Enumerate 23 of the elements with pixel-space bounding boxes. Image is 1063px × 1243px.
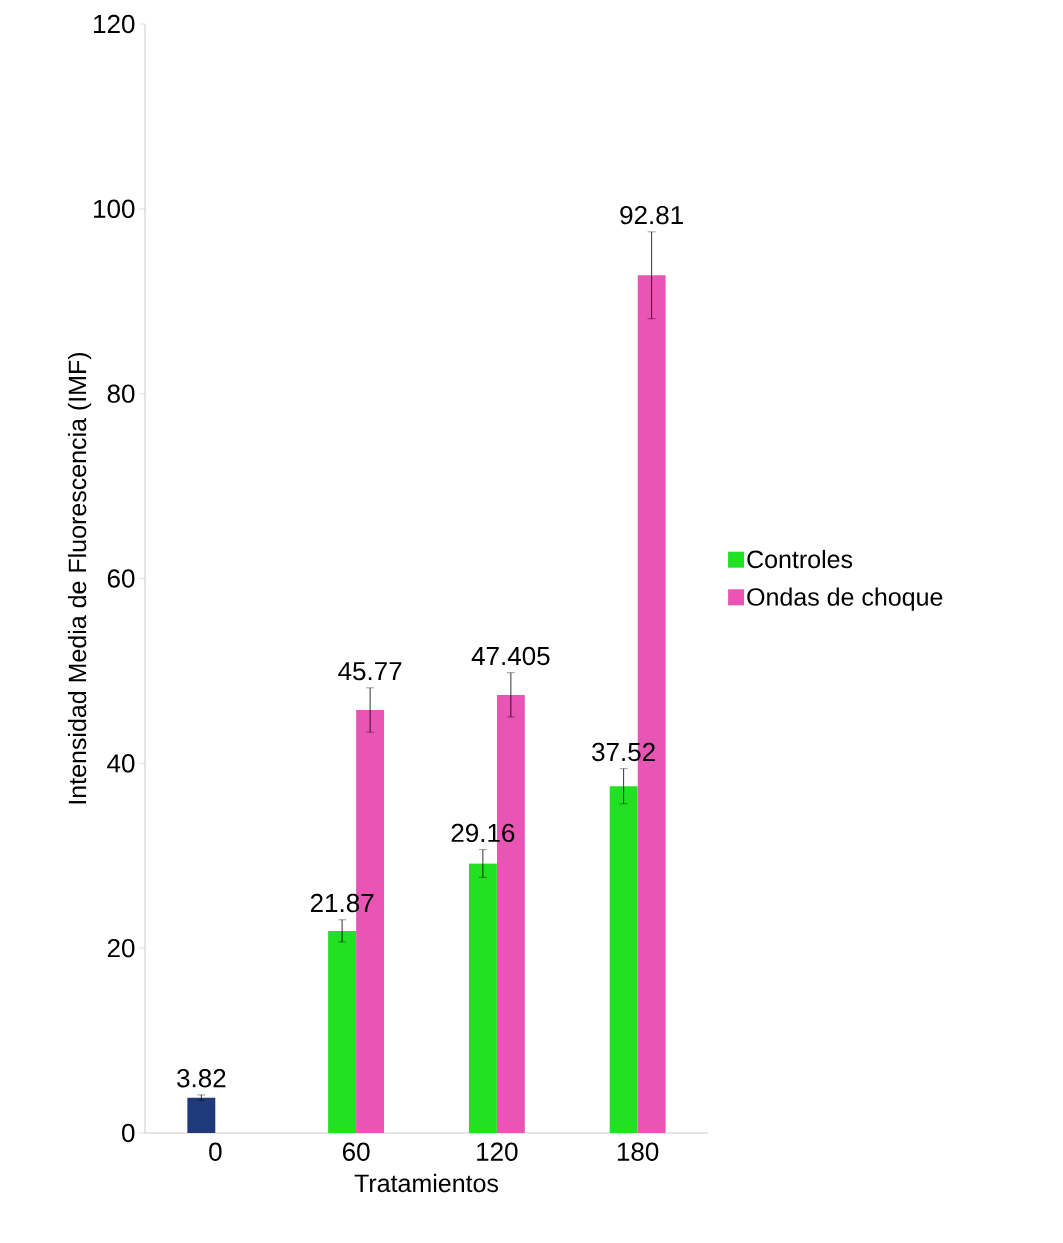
data-label: 3.82 — [177, 1068, 226, 1088]
data-label: 47.405 — [471, 646, 550, 666]
y-tick-label: 60 — [107, 569, 135, 588]
bar — [328, 930, 357, 1133]
y-tick-label: 40 — [107, 754, 135, 773]
bar — [609, 786, 638, 1133]
bar — [468, 863, 497, 1133]
x-axis-title: Tratamientos — [354, 1173, 499, 1193]
y-tick-label: 120 — [94, 14, 135, 34]
y-tick-label: 20 — [107, 938, 135, 958]
bar — [187, 1097, 216, 1133]
x-tick-label: 60 — [342, 1142, 370, 1161]
x-tick-label: 180 — [617, 1142, 659, 1161]
data-label: 92.81 — [620, 205, 683, 225]
x-tick-label: 0 — [209, 1142, 222, 1161]
y-axis-title: Intensidad Media de Fluorescencia (IMF) — [67, 352, 92, 804]
legend-label: Controles — [747, 549, 853, 569]
legend-label: Ondas de choque — [747, 587, 943, 611]
y-tick-label: 0 — [122, 1123, 135, 1143]
data-label: 45.77 — [338, 662, 402, 681]
y-tick-label: 80 — [107, 384, 135, 403]
y-tick-label: 100 — [94, 199, 135, 219]
x-tick-label: 120 — [477, 1142, 518, 1161]
